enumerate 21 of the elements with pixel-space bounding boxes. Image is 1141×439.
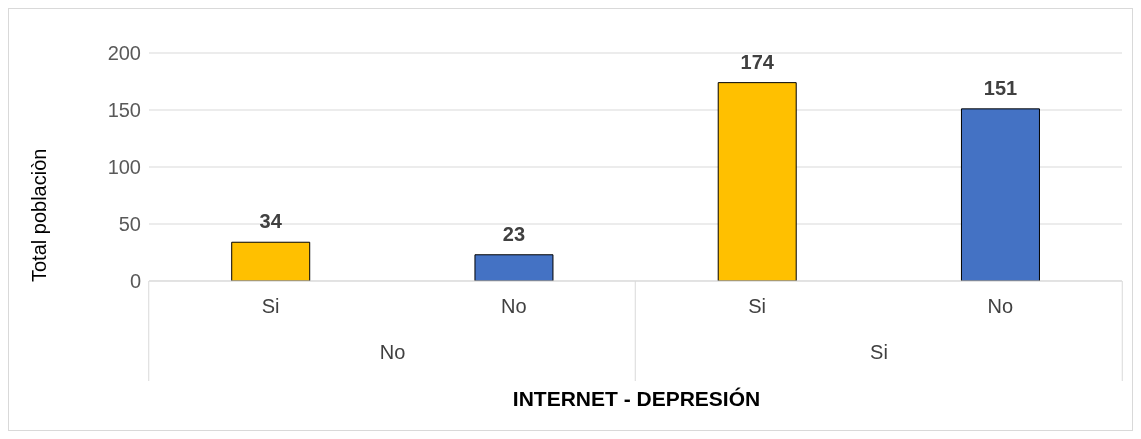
text: Si (870, 341, 888, 363)
data-label: 23 (502, 222, 526, 245)
x-tick-label: No (501, 295, 527, 317)
y-tick-label: 100 (107, 156, 141, 179)
x-tick-label: Si (261, 295, 280, 317)
bar (717, 82, 797, 281)
data-label: 174 (740, 50, 775, 73)
y-tick-label: 50 (118, 213, 141, 236)
x-axis-title: INTERNET - DEPRESIÓN (511, 387, 762, 411)
y-tick-label: 150 (107, 99, 141, 122)
text: No (379, 341, 406, 363)
y-tick-label: 0 (129, 270, 141, 293)
data-label: 151 (983, 76, 1018, 99)
data-label: 34 (259, 210, 283, 233)
bar (231, 241, 311, 281)
x-tick-label: No (987, 295, 1014, 317)
y-tick-label: 200 (107, 42, 141, 65)
bar (960, 108, 1040, 281)
x-tick-label: Si (748, 295, 767, 317)
bar (474, 254, 554, 281)
y-axis-title: Total poblaciòn (28, 148, 51, 282)
